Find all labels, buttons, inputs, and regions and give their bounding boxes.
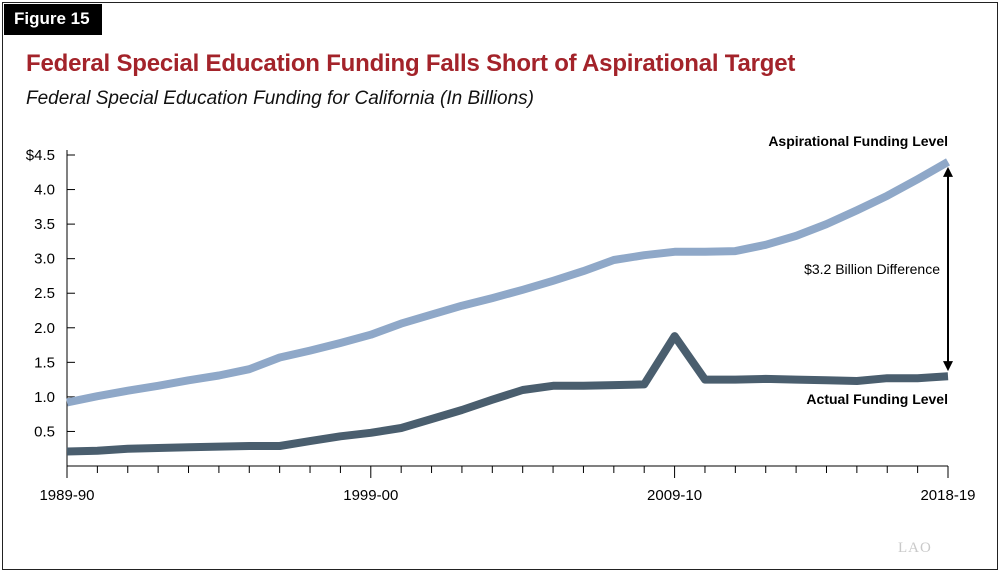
series-line-aspirational-funding-level — [66, 158, 950, 407]
y-tick-label: 2.0 — [34, 320, 55, 337]
y-tick-label: $4.5 — [26, 147, 55, 164]
difference-label-bg — [782, 256, 942, 281]
y-tick-label: 1.5 — [34, 354, 55, 371]
x-tick-label: 2018-19 — [920, 487, 975, 504]
x-tick-label: 1999-00 — [343, 487, 398, 504]
series-labels: Aspirational Funding Level Actual Funding… — [768, 133, 948, 407]
difference-label: $3.2 Billion Difference — [804, 261, 940, 277]
chart-subtitle: Federal Special Education Funding for Ca… — [26, 88, 534, 109]
y-tick-label: 2.5 — [34, 285, 55, 302]
series-label-aspirational: Aspirational Funding Level — [768, 133, 948, 149]
chart-title: Federal Special Education Funding Falls … — [26, 50, 796, 77]
series-label-actual: Actual Funding Level — [806, 391, 948, 407]
x-tick-label: 2009-10 — [647, 487, 702, 504]
y-tick-label: 4.0 — [34, 182, 55, 199]
y-tick-label: 1.0 — [34, 389, 55, 406]
axes: 0.5 1.0 1.5 2.0 2.5 3.0 3.5 4.0 $4.5 1989-90 1999-… — [26, 147, 976, 504]
x-tick-label: 1989-90 — [39, 487, 94, 504]
y-tick-label: 0.5 — [34, 423, 55, 440]
series-lines — [66, 158, 950, 456]
figure-label: Figure 15 — [4, 4, 102, 35]
annotations: $3.2 Billion Difference — [782, 166, 953, 372]
y-tick-label: 3.5 — [34, 216, 55, 233]
lao-logo: LAO — [898, 540, 932, 556]
series-line-actual-funding-level — [66, 332, 949, 456]
y-tick-label: 3.0 — [34, 251, 55, 268]
